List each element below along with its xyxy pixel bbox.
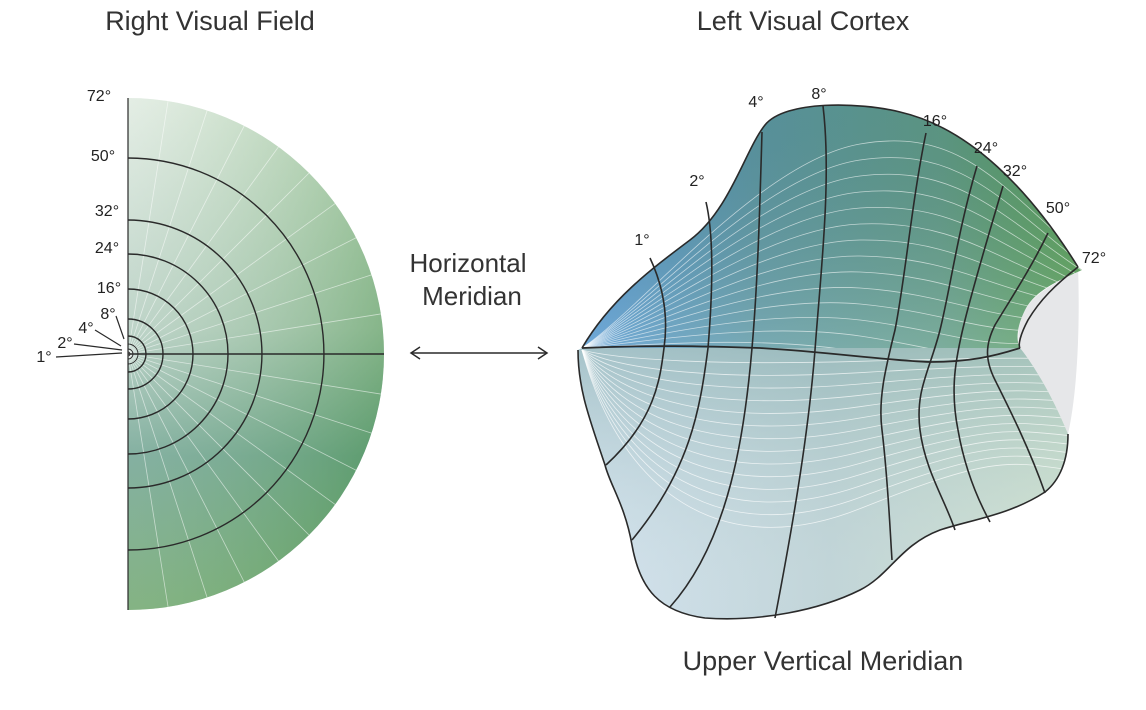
cortex-polar-contour — [581, 349, 1068, 490]
hemifield-spoke — [127, 353, 279, 562]
cortex-polar-contour — [582, 316, 1082, 348]
hemifield-spoke — [127, 313, 381, 355]
cortex-polar-contour — [581, 349, 1068, 376]
hemifield-spoke — [127, 125, 245, 355]
cortex-polar-contour — [582, 239, 1082, 348]
cortex-polar-contour — [581, 349, 1068, 364]
cortex-iso-16 — [880, 132, 927, 561]
cortex-iso-50 — [986, 232, 1049, 494]
cortex-polar-contour — [582, 190, 1082, 348]
cortex-upper-outline — [581, 104, 1079, 349]
cortex-label-8: 8° — [811, 86, 826, 103]
visual-field-title: Right Visual Field — [105, 6, 315, 36]
cortex-polar-contour — [582, 255, 1082, 348]
cortex-polar-contour — [581, 349, 1068, 503]
visual-field-hemifield — [55, 98, 384, 610]
hemifield-spoke — [127, 237, 357, 355]
hemifield-spoke — [127, 101, 169, 355]
small-eccentricity-pointers — [55, 315, 125, 358]
field-label-50: 50° — [91, 148, 115, 165]
cortex-iso-8 — [774, 105, 828, 619]
cortex-label-72: 72° — [1082, 250, 1106, 267]
cortex-horizontal-meridian-line — [581, 345, 1021, 363]
upper-vertical-meridian-label: Upper Vertical Meridian — [683, 646, 964, 676]
hemifield-spoke — [127, 110, 208, 355]
field-label-24: 24° — [95, 240, 119, 257]
cortex-label-4: 4° — [748, 94, 763, 111]
field-label-32: 32° — [95, 203, 119, 220]
horizontal-meridian-label-line2: Meridian — [422, 281, 522, 311]
cortex-polar-contour — [582, 173, 1082, 348]
field-label-1: 1° — [36, 349, 51, 366]
cortex-polar-contour — [581, 349, 1068, 440]
cortex-polar-contour — [581, 349, 1068, 389]
cortex-polar-contour — [582, 330, 1082, 348]
hemifield-spoke — [127, 353, 381, 395]
field-label-2: 2° — [57, 335, 72, 352]
cortex-polar-contour — [582, 271, 1082, 348]
cortex-polar-contour — [581, 349, 1068, 414]
cortex-eccentricity-labels: 1° 2° 4° 8° 16° 24° 32° 50° 72° — [634, 86, 1106, 267]
cortex-eccentricity-lines — [605, 105, 1079, 619]
cortex-label-1: 1° — [634, 232, 649, 249]
double-arrow — [409, 346, 549, 360]
hemifield-spoke — [127, 274, 372, 355]
field-eccentricity-labels: 1° 2° 4° 8° 16° 24° 32° 50° 72° — [36, 88, 121, 366]
cortex-polar-contour — [582, 341, 1082, 348]
hemifield-spoke — [127, 353, 169, 607]
hemifield-spoke — [127, 353, 245, 583]
hemifield-spoke — [127, 146, 279, 355]
cortex-polar-contour — [581, 349, 1068, 452]
cortex-polar-contour — [581, 349, 1068, 465]
cortex-label-16: 16° — [923, 113, 947, 130]
cortex-polar-contour — [581, 349, 1068, 427]
hemifield-spoke — [127, 353, 357, 471]
cortex-iso-2 — [631, 201, 713, 541]
cortex-iso-32 — [953, 185, 1004, 523]
cortex-iso-1 — [605, 257, 667, 466]
cortex-lower-contours — [581, 349, 1068, 528]
cortex-upper-contours — [582, 140, 1082, 348]
cortex-label-50: 50° — [1046, 200, 1070, 217]
hemifield-spoke — [127, 353, 310, 536]
horizontal-meridian-label-line1: Horizontal — [409, 248, 526, 278]
cortex-lower-outline — [577, 349, 1069, 620]
cortex-lower-region — [578, 348, 1068, 619]
field-label-16: 16° — [97, 280, 121, 297]
cortex-polar-contour — [581, 349, 1068, 528]
cortex-label-24: 24° — [974, 140, 998, 157]
cortex-gap-region — [1018, 267, 1082, 434]
cortex-polar-contour — [582, 140, 1082, 348]
hemifield-spoke — [127, 353, 336, 505]
cortex-iso-4 — [669, 131, 763, 608]
cortex-iso-24 — [918, 165, 978, 531]
hemifield-spoke — [127, 172, 310, 355]
cortex-polar-contour — [582, 223, 1082, 348]
hemifield-spoke — [127, 353, 208, 598]
cortex-polar-contour — [582, 206, 1082, 348]
field-label-4: 4° — [78, 320, 93, 337]
cortex-polar-contour — [582, 287, 1082, 348]
cortex-iso-72 — [1018, 266, 1079, 349]
cortex-polar-contour — [582, 302, 1082, 348]
hemifield-spoke — [127, 203, 336, 355]
cortex-polar-contour — [581, 349, 1068, 402]
cortex-label-32: 32° — [1003, 163, 1027, 180]
field-label-8: 8° — [100, 306, 115, 323]
cortex-polar-contour — [582, 157, 1082, 348]
visual-cortex-title: Left Visual Cortex — [697, 6, 910, 36]
cortex-label-2: 2° — [689, 173, 704, 190]
field-label-72: 72° — [87, 88, 111, 105]
hemifield-spoke — [127, 353, 372, 434]
